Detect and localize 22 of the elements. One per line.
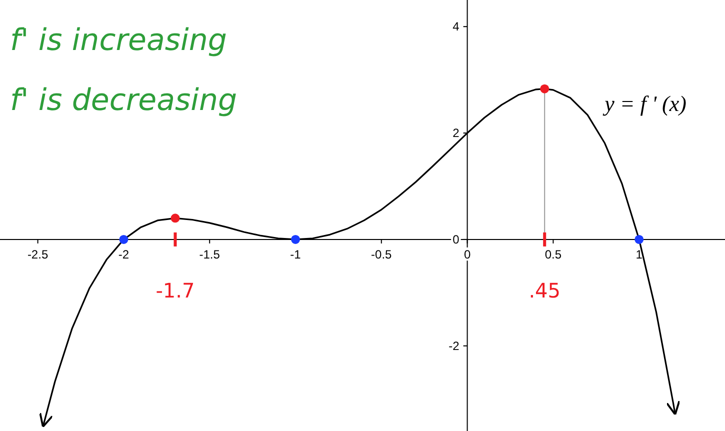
x-tick-label: -2.5 xyxy=(27,247,48,262)
y-tick-label: 4 xyxy=(452,20,460,34)
x-tick-label: 0 xyxy=(464,247,471,262)
x-tick-label: -1 xyxy=(290,247,302,262)
series-label: y = f ' (x) xyxy=(602,90,686,116)
y-tick-label: 2 xyxy=(452,126,460,140)
point xyxy=(291,234,300,244)
annotation: f' is decreasing xyxy=(10,83,238,118)
point xyxy=(540,84,550,94)
point xyxy=(119,234,128,244)
y-tick-label: -2 xyxy=(448,338,460,353)
point xyxy=(634,234,644,244)
point xyxy=(170,214,180,223)
x-tick-label: -2 xyxy=(118,247,130,262)
annotation: -1.7 xyxy=(156,278,195,302)
x-tick-label: 1 xyxy=(636,247,643,262)
annotation: f' is increasing xyxy=(10,23,227,58)
x-tick-label: 0.5 xyxy=(544,247,562,262)
y-tick-label: 0 xyxy=(452,232,460,246)
annotation: .45 xyxy=(528,278,561,302)
x-tick-label: -0.5 xyxy=(371,247,392,262)
x-tick-label: -1.5 xyxy=(199,247,220,262)
